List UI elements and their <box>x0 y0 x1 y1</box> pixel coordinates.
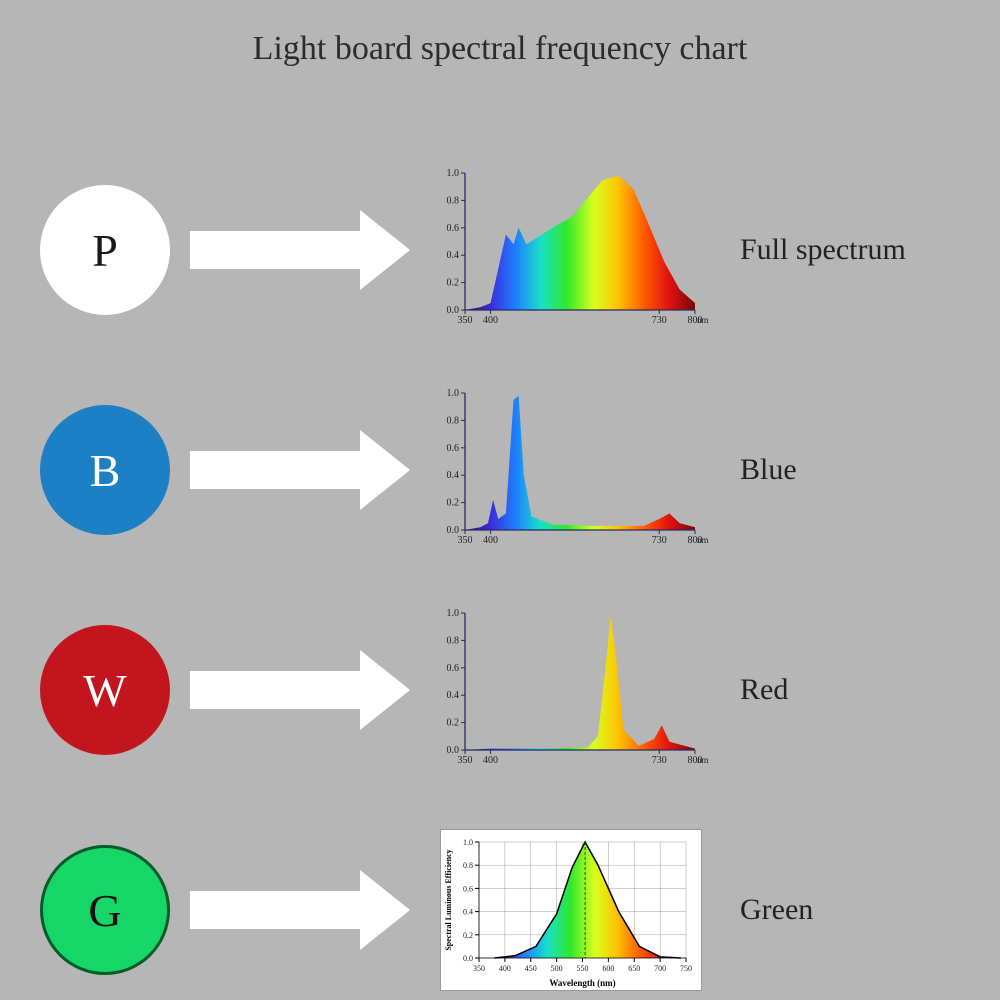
svg-text:1.0: 1.0 <box>447 388 460 399</box>
svg-text:550: 550 <box>577 964 589 973</box>
svg-text:0.8: 0.8 <box>447 415 460 426</box>
svg-text:700: 700 <box>654 964 666 973</box>
spectrum-chart-green: 350 400 450 500 550 600 650 700 750 0.0 0.2 0.4 0.6 0… <box>440 829 702 991</box>
svg-text:400: 400 <box>483 535 498 546</box>
svg-text:730: 730 <box>652 755 667 766</box>
svg-text:350: 350 <box>473 964 485 973</box>
row-blue: B3504007308000.00.20.40.60.81.0nmBlue <box>0 380 1000 560</box>
arrow-icon <box>190 220 410 280</box>
svg-text:0.6: 0.6 <box>447 443 460 454</box>
svg-text:0.0: 0.0 <box>447 745 460 756</box>
arrow-icon <box>190 880 410 940</box>
spectrum-chart-red: 3504007308000.00.20.40.60.81.0nm <box>430 605 710 775</box>
row-red: W3504007308000.00.20.40.60.81.0nmRed <box>0 600 1000 780</box>
svg-text:1.0: 1.0 <box>463 838 473 847</box>
spectrum-chart-blue: 3504007308000.00.20.40.60.81.0nm <box>430 385 710 555</box>
svg-text:0.4: 0.4 <box>447 470 460 481</box>
spectrum-chart-full: 3504007308000.00.20.40.60.81.0nm <box>430 165 710 335</box>
svg-text:730: 730 <box>652 535 667 546</box>
svg-text:0.0: 0.0 <box>447 305 460 316</box>
svg-text:350: 350 <box>458 535 473 546</box>
svg-text:0.8: 0.8 <box>463 861 473 870</box>
svg-text:400: 400 <box>483 315 498 326</box>
svg-text:Spectral Luminous Efficiency: Spectral Luminous Efficiency <box>444 849 453 950</box>
svg-text:nm: nm <box>697 755 709 765</box>
svg-text:0.0: 0.0 <box>447 525 460 536</box>
circle-full: P <box>40 185 170 315</box>
arrow-icon <box>190 660 410 720</box>
svg-text:750: 750 <box>680 964 692 973</box>
svg-text:350: 350 <box>458 755 473 766</box>
svg-text:0.8: 0.8 <box>447 635 460 646</box>
svg-text:450: 450 <box>525 964 537 973</box>
svg-text:0.4: 0.4 <box>463 908 473 917</box>
svg-text:650: 650 <box>628 964 640 973</box>
svg-text:730: 730 <box>652 315 667 326</box>
row-full: P3504007308000.00.20.40.60.81.0nmFull sp… <box>0 160 1000 340</box>
svg-text:600: 600 <box>602 964 614 973</box>
circle-green: G <box>40 845 170 975</box>
circle-blue: B <box>40 405 170 535</box>
svg-text:400: 400 <box>499 964 511 973</box>
svg-text:0.6: 0.6 <box>463 884 473 893</box>
svg-text:350: 350 <box>458 315 473 326</box>
row-label-green: Green <box>740 893 813 927</box>
row-label-red: Red <box>740 673 788 707</box>
arrow-icon <box>190 440 410 500</box>
svg-text:Wavelength (nm): Wavelength (nm) <box>549 978 615 988</box>
svg-text:0.2: 0.2 <box>447 278 460 289</box>
svg-text:nm: nm <box>697 535 709 545</box>
svg-text:1.0: 1.0 <box>447 168 460 179</box>
row-green: G 350 400 450 500 550 600 650 700 750 0.0 0.2 0.4 0.6… <box>0 820 1000 1000</box>
row-label-blue: Blue <box>740 453 797 487</box>
svg-text:0.0: 0.0 <box>463 954 473 963</box>
svg-text:0.8: 0.8 <box>447 195 460 206</box>
circle-red: W <box>40 625 170 755</box>
svg-text:500: 500 <box>551 964 563 973</box>
svg-text:1.0: 1.0 <box>447 608 460 619</box>
svg-text:0.6: 0.6 <box>447 223 460 234</box>
svg-text:nm: nm <box>697 315 709 325</box>
svg-text:0.2: 0.2 <box>447 498 460 509</box>
svg-text:0.6: 0.6 <box>447 663 460 674</box>
row-label-full: Full spectrum <box>740 233 906 267</box>
svg-text:0.2: 0.2 <box>463 931 473 940</box>
svg-text:0.4: 0.4 <box>447 250 460 261</box>
svg-text:0.4: 0.4 <box>447 690 460 701</box>
page-title: Light board spectral frequency chart <box>0 30 1000 68</box>
svg-text:400: 400 <box>483 755 498 766</box>
svg-text:0.2: 0.2 <box>447 718 460 729</box>
